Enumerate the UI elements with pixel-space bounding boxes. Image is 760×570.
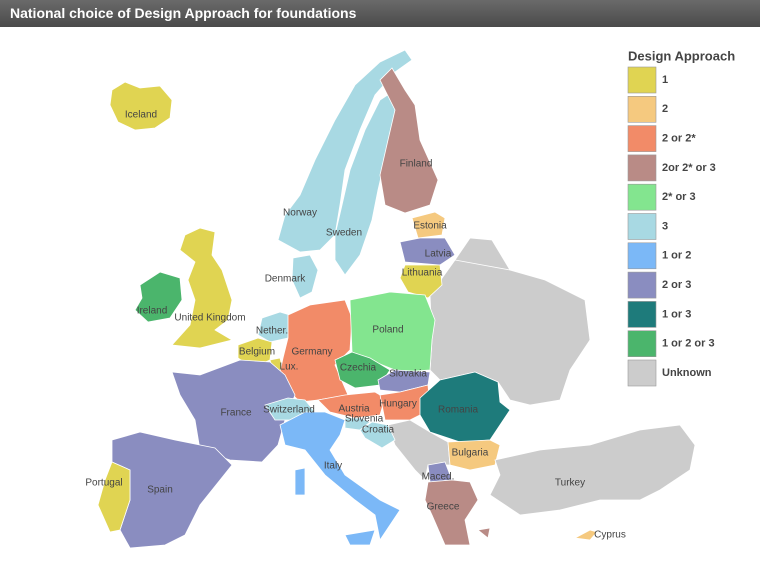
country-label: Denmark: [265, 274, 307, 285]
country: [399, 264, 443, 299]
country-label: Czechia: [340, 363, 377, 374]
country-label: Spain: [147, 485, 173, 496]
legend-label: 2: [662, 103, 668, 115]
legend-label: 1: [662, 74, 668, 86]
country-label: Nether.: [256, 326, 288, 337]
country-label: Italy: [324, 461, 342, 472]
country-label: Hungary: [379, 399, 417, 410]
legend-swatch: [627, 242, 657, 270]
legend-label: 1 or 3: [662, 308, 691, 320]
legend-label: Unknown: [662, 367, 712, 379]
country-label: Latvia: [425, 249, 452, 260]
country-label: Cyprus: [594, 530, 626, 541]
legend-swatch: [627, 183, 657, 211]
country: [399, 237, 456, 266]
country: [277, 49, 413, 253]
country-label: Switzerland: [263, 405, 315, 416]
legend-label: 2* or 3: [662, 191, 696, 203]
country-label: Lux.: [280, 362, 299, 373]
country-label: Portugal: [85, 478, 122, 489]
unknown-region: [454, 237, 511, 271]
country-label: Slovenia: [345, 414, 384, 425]
country-label: Slovakia: [389, 369, 427, 380]
country-label: United Kingdom: [174, 313, 245, 324]
country: [359, 421, 396, 449]
country: [477, 527, 491, 539]
legend-swatch: [627, 66, 657, 94]
country: [447, 439, 501, 471]
country: [279, 411, 401, 542]
country-label: Maced.: [422, 472, 455, 483]
legend-swatch: [627, 154, 657, 182]
country: [489, 424, 696, 516]
country: [344, 529, 376, 546]
country-label: Norway: [283, 208, 317, 219]
title-bar: National choice of Design Approach for f…: [0, 0, 760, 27]
country-label: Finland: [400, 159, 433, 170]
country: [109, 81, 173, 131]
country-label: France: [220, 408, 252, 419]
country-label: Greece: [427, 502, 460, 513]
country: [171, 227, 234, 349]
legend-label: 1 or 2: [662, 250, 691, 262]
legend-title: Design Approach: [628, 48, 735, 63]
legend-swatch: [627, 271, 657, 299]
country-label: Iceland: [125, 110, 157, 121]
country-label: Poland: [372, 325, 403, 336]
country-label: Croatia: [362, 425, 395, 436]
legend-swatch: [627, 125, 657, 152]
country: [294, 467, 306, 496]
country-label: Lithuania: [402, 268, 443, 279]
legend-label: 2 or 2*: [662, 133, 696, 145]
legend-swatch: [627, 301, 657, 328]
legend-label: 1 or 2 or 3: [662, 338, 715, 350]
legend-label: 2or 2* or 3: [662, 162, 716, 174]
country: [573, 529, 598, 541]
country-label: Ireland: [137, 306, 168, 317]
country: [379, 67, 439, 214]
country: [134, 271, 183, 323]
country-label: Sweden: [326, 228, 362, 239]
country-labels: Iceland Ireland United Kingdom Norway Sweden…: [85, 110, 625, 541]
country: [411, 211, 446, 239]
legend-swatch: [627, 330, 657, 358]
country-label: Bulgaria: [452, 448, 489, 459]
title: National choice of Design Approach for f…: [10, 5, 357, 21]
country: [424, 479, 479, 546]
country-label: Germany: [291, 347, 332, 358]
country: [97, 461, 131, 533]
country-label: Turkey: [555, 478, 585, 489]
country-label: Belgium: [239, 347, 275, 358]
legend-swatch: [627, 213, 657, 240]
legend-label: 3: [662, 220, 668, 232]
legend-swatch: [627, 359, 657, 387]
country: [419, 371, 511, 443]
legend-swatch: [627, 96, 657, 123]
country-label: Estonia: [413, 221, 447, 232]
country-label: Romania: [438, 405, 478, 416]
country: [344, 417, 371, 431]
legend-label: 2 or 3: [662, 279, 691, 291]
country: [291, 254, 319, 299]
country-label: Austria: [338, 404, 370, 415]
countries: [97, 49, 696, 549]
